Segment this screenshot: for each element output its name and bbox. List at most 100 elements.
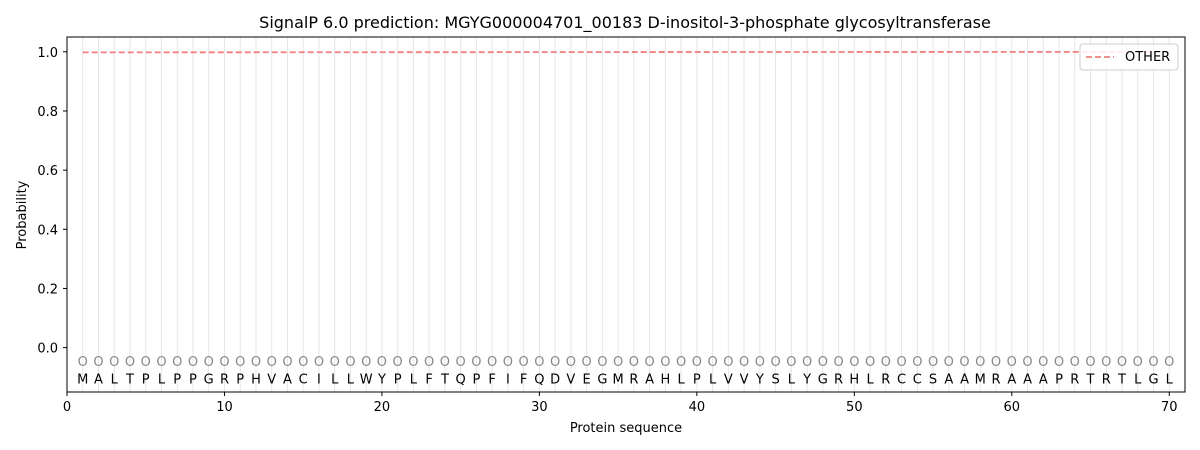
residue-37: A (645, 373, 654, 388)
state-mark-63: O (1054, 355, 1064, 370)
residue-35: M (613, 373, 624, 388)
state-mark-22: O (408, 355, 418, 370)
state-mark-31: O (550, 355, 560, 370)
residue-15: C (299, 373, 308, 388)
state-mark-12: O (251, 355, 261, 370)
residue-63: P (1055, 373, 1063, 388)
state-mark-24: O (440, 355, 450, 370)
state-mark-48: O (818, 355, 828, 370)
state-mark-36: O (629, 355, 639, 370)
residue-grid (82, 37, 1170, 392)
state-mark-37: O (645, 355, 655, 370)
residue-21: P (394, 373, 402, 388)
state-mark-3: O (109, 355, 119, 370)
residue-14: A (283, 373, 292, 388)
residue-25: Q (456, 373, 466, 388)
state-mark-43: O (739, 355, 749, 370)
residue-39: L (677, 373, 685, 388)
state-mark-45: O (770, 355, 780, 370)
state-mark-33: O (582, 355, 592, 370)
state-mark-62: O (1038, 355, 1048, 370)
residue-31: D (550, 373, 560, 388)
residue-49: R (834, 373, 843, 388)
residue-45: S (771, 373, 779, 388)
state-mark-53: O (896, 355, 906, 370)
residue-22: L (410, 373, 418, 388)
residue-18: L (347, 373, 355, 388)
residue-41: L (709, 373, 717, 388)
y-tick-label-0.4: 0.4 (37, 223, 58, 238)
residue-7: P (173, 373, 181, 388)
residue-43: V (740, 373, 749, 388)
residue-4: T (125, 373, 134, 388)
x-tick-label-10: 10 (216, 400, 233, 415)
residue-10: R (220, 373, 229, 388)
state-mark-29: O (519, 355, 529, 370)
residue-13: V (267, 373, 276, 388)
residue-33: E (583, 373, 591, 388)
x-tick-label-20: 20 (374, 400, 391, 415)
residue-68: L (1134, 373, 1142, 388)
state-mark-23: O (424, 355, 434, 370)
residue-23: F (425, 373, 432, 388)
y-tick-label-1: 1.0 (37, 46, 58, 61)
state-mark-13: O (267, 355, 277, 370)
residue-65: T (1086, 373, 1095, 388)
residue-16: I (317, 373, 321, 388)
x-axis-ticks: 0 10 20 30 40 50 60 70 (63, 392, 1178, 415)
residue-67: T (1117, 373, 1126, 388)
state-mark-26: O (471, 355, 481, 370)
state-mark-35: O (613, 355, 623, 370)
residue-26: P (472, 373, 480, 388)
residue-3: L (111, 373, 119, 388)
state-mark-52: O (881, 355, 891, 370)
state-mark-27: O (487, 355, 497, 370)
x-tick-label-0: 0 (63, 400, 71, 415)
state-mark-42: O (723, 355, 733, 370)
state-mark-66: O (1101, 355, 1111, 370)
state-mark-21: O (393, 355, 403, 370)
x-tick-label-70: 70 (1161, 400, 1178, 415)
legend: OTHER (1079, 43, 1179, 71)
residue-61: A (1023, 373, 1032, 388)
state-mark-15: O (298, 355, 308, 370)
residue-59: R (992, 373, 1001, 388)
residue-27: F (488, 373, 495, 388)
state-mark-14: O (282, 355, 292, 370)
x-tick-label-50: 50 (846, 400, 863, 415)
state-mark-49: O (833, 355, 843, 370)
residue-38: H (660, 373, 670, 388)
residue-60: A (1007, 373, 1016, 388)
residue-48: G (818, 373, 828, 388)
residue-50: H (849, 373, 859, 388)
residue-20: Y (377, 373, 386, 388)
residue-11: P (236, 373, 244, 388)
residue-70: L (1166, 373, 1174, 388)
x-tick-label-30: 30 (531, 400, 548, 415)
legend-box (1079, 43, 1179, 71)
residue-54: C (913, 373, 922, 388)
y-tick-label-0.2: 0.2 (37, 282, 58, 297)
residue-29: F (520, 373, 527, 388)
residue-34: G (597, 373, 607, 388)
state-mark-10: O (219, 355, 229, 370)
state-mark-51: O (865, 355, 875, 370)
residue-2: A (94, 373, 103, 388)
state-mark-5: O (141, 355, 151, 370)
state-mark-55: O (928, 355, 938, 370)
x-axis-label: Protein sequence (570, 421, 682, 436)
legend-label-other: OTHER (1125, 50, 1170, 65)
residue-36: R (629, 373, 638, 388)
residue-51: L (866, 373, 874, 388)
residue-42: V (724, 373, 733, 388)
state-mark-34: O (597, 355, 607, 370)
state-mark-61: O (1022, 355, 1032, 370)
residue-62: A (1039, 373, 1048, 388)
residue-17: L (331, 373, 339, 388)
state-mark-2: O (93, 355, 103, 370)
state-mark-58: O (975, 355, 985, 370)
residue-28: I (506, 373, 510, 388)
residue-19: W (360, 373, 373, 388)
